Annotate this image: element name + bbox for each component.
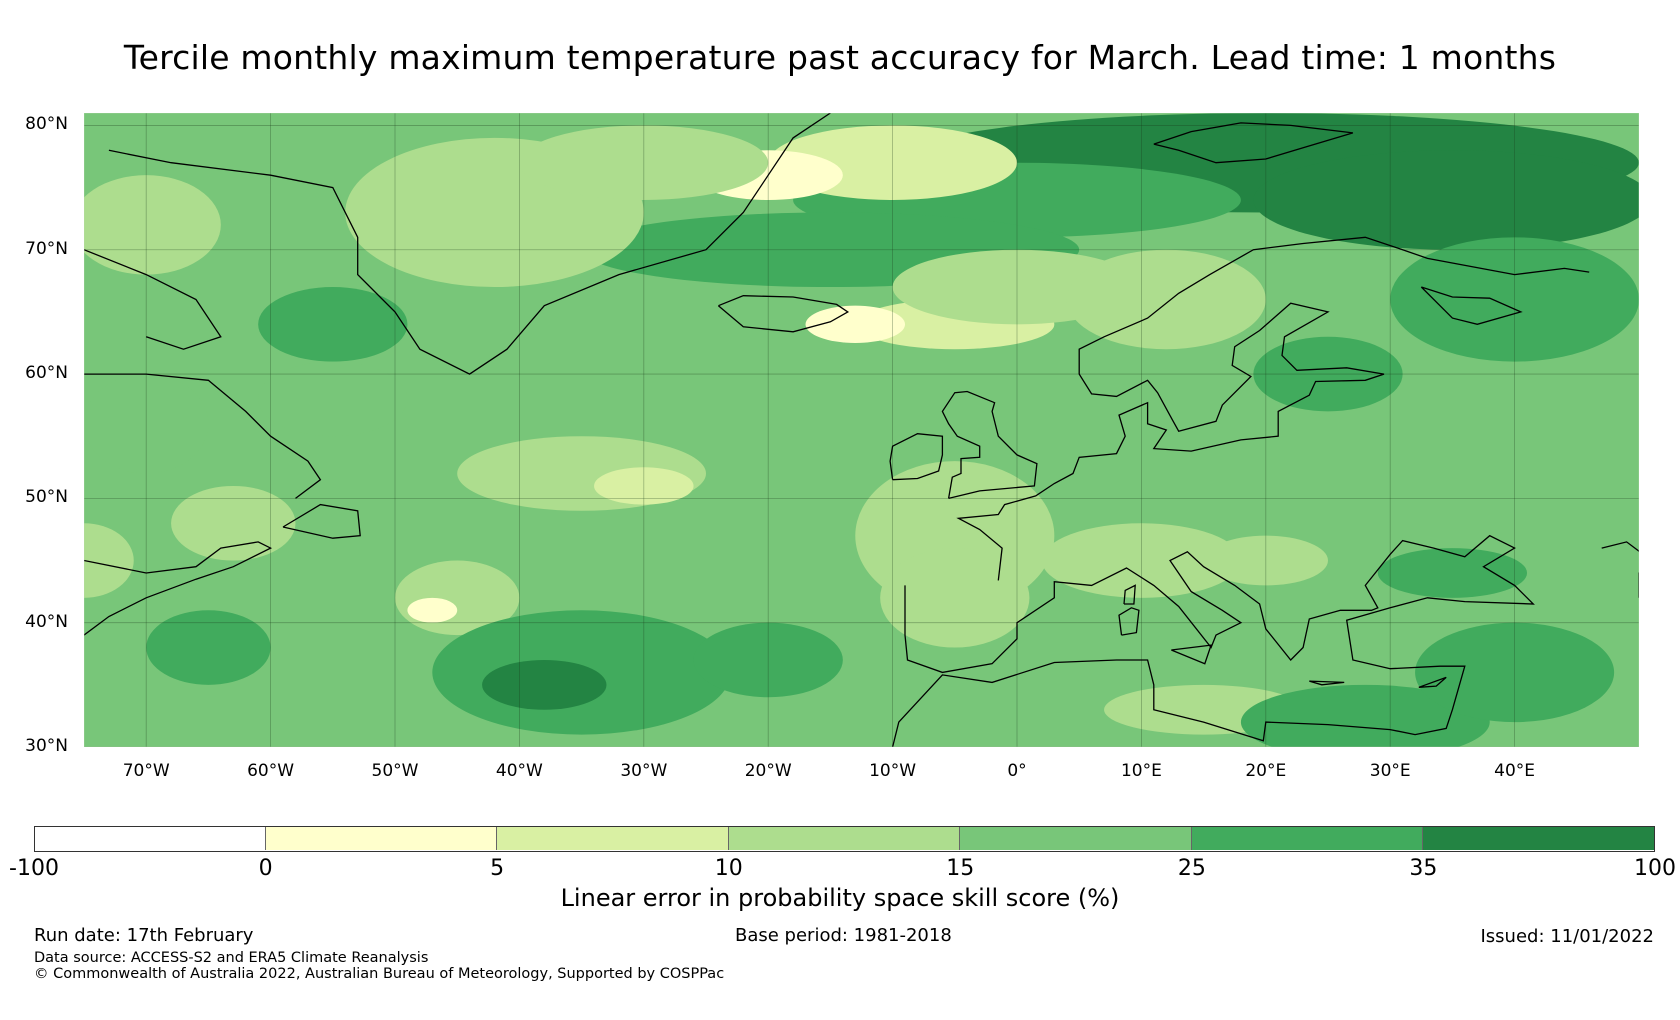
lat-label: 40°N bbox=[25, 611, 68, 632]
map-panel bbox=[84, 113, 1639, 747]
sardinia-coast bbox=[1118, 607, 1140, 636]
skill-patch bbox=[482, 659, 607, 710]
white-sea-coast bbox=[1420, 286, 1523, 325]
lon-label: 20°W bbox=[744, 761, 792, 781]
skill-patch bbox=[1240, 684, 1490, 747]
skill-patch bbox=[84, 175, 221, 275]
lat-label: 80°N bbox=[25, 114, 68, 135]
cyprus-coast bbox=[1418, 676, 1447, 688]
lon-label: 40°W bbox=[495, 761, 543, 781]
skill-patch bbox=[258, 287, 408, 362]
colorbar-segment bbox=[728, 826, 961, 850]
lat-label: 60°N bbox=[25, 363, 68, 384]
colorbar-tick-label: 15 bbox=[946, 856, 975, 881]
skill-patch bbox=[1203, 535, 1329, 586]
crete-coast bbox=[1309, 680, 1345, 686]
colorbar-segment bbox=[34, 826, 266, 850]
skill-patch bbox=[693, 622, 843, 698]
skill-patch bbox=[84, 523, 134, 598]
newfoundland-coast bbox=[282, 503, 361, 539]
colorbar-tick-label: 100 bbox=[1634, 856, 1676, 881]
colorbar-tick-label: 10 bbox=[714, 856, 743, 881]
britain-coast bbox=[941, 390, 1038, 500]
skill-patch bbox=[1066, 249, 1266, 350]
colorbar-tick-label: 0 bbox=[258, 856, 273, 881]
lon-label: 60°W bbox=[247, 761, 295, 781]
skill-patch bbox=[880, 548, 1030, 648]
lat-label: 30°N bbox=[25, 736, 68, 756]
europe-north-coast bbox=[956, 236, 1590, 581]
issued-date: Issued: 11/01/2022 bbox=[1480, 926, 1654, 947]
lon-label: 0° bbox=[1007, 761, 1027, 781]
colorbar-tick-label: -100 bbox=[9, 856, 59, 881]
labrador-coast bbox=[84, 373, 322, 499]
lon-label: 70°W bbox=[122, 761, 170, 781]
colorbar-segment bbox=[1423, 826, 1655, 850]
nova-scotia-coast bbox=[84, 541, 273, 636]
chart-title: Tercile monthly maximum temperature past… bbox=[123, 38, 1557, 77]
skill-patch bbox=[805, 305, 906, 343]
skill-patch bbox=[594, 467, 694, 505]
colorbar bbox=[34, 826, 1655, 852]
lon-label: 10°W bbox=[869, 761, 917, 781]
lon-label: 30°W bbox=[620, 761, 668, 781]
colorbar-tick-label: 35 bbox=[1409, 856, 1438, 881]
skill-patch bbox=[1041, 523, 1241, 598]
skill-patch bbox=[1253, 150, 1639, 250]
colorbar-segment bbox=[497, 826, 729, 850]
colorbar-segment bbox=[960, 826, 1192, 850]
run-date: Run date: 17th February bbox=[34, 925, 254, 946]
skill-patch bbox=[1415, 622, 1615, 723]
data-source: Data source: ACCESS-S2 and ERA5 Climate … bbox=[34, 950, 429, 966]
skill-patch bbox=[171, 485, 296, 561]
colorbar-segment bbox=[1191, 826, 1424, 850]
lon-label: 50°W bbox=[371, 761, 419, 781]
corsica-coast bbox=[1123, 584, 1136, 605]
copyright: © Commonwealth of Australia 2022, Austra… bbox=[34, 966, 725, 982]
base-period: Base period: 1981-2018 bbox=[735, 925, 952, 946]
skill-patch bbox=[1253, 336, 1403, 412]
svalbard-coast bbox=[1153, 122, 1354, 164]
skill-score-map bbox=[84, 113, 1639, 747]
skill-patch bbox=[519, 125, 769, 201]
baffin-coast bbox=[84, 249, 222, 350]
skill-patch bbox=[146, 610, 271, 685]
colorbar-label: Linear error in probability space skill … bbox=[560, 884, 1120, 912]
lat-label: 50°N bbox=[25, 487, 68, 508]
colorbar-tick-label: 5 bbox=[490, 856, 505, 881]
skill-patch bbox=[258, 361, 408, 437]
colorbar-segment bbox=[265, 826, 498, 850]
skill-patch bbox=[407, 597, 458, 623]
iceland-coast bbox=[717, 295, 850, 333]
sicily-coast bbox=[1171, 644, 1213, 665]
lon-label: 30°E bbox=[1369, 761, 1411, 781]
caspian-coast bbox=[1601, 541, 1639, 598]
skill-patch bbox=[84, 374, 209, 474]
lon-label: 10°E bbox=[1120, 761, 1162, 781]
lon-label: 20°E bbox=[1245, 761, 1287, 781]
skill-patch bbox=[1390, 237, 1639, 362]
europe-coast bbox=[891, 534, 1535, 747]
colorbar-tick-label: 25 bbox=[1177, 856, 1206, 881]
ireland-coast bbox=[889, 433, 944, 481]
lon-label: 40°E bbox=[1494, 761, 1536, 781]
skill-patch bbox=[1377, 548, 1528, 598]
greenland-coast bbox=[108, 113, 831, 375]
lat-label: 70°N bbox=[25, 238, 68, 259]
